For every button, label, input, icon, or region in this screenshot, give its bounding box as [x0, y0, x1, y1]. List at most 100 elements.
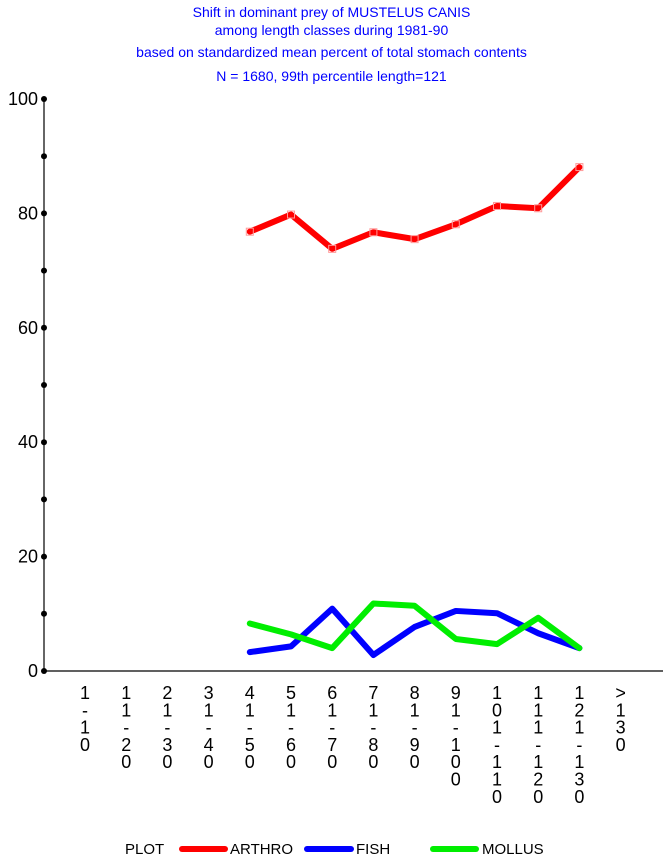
- chart-axes: [43, 99, 663, 672]
- x-tick-char: 0: [245, 752, 255, 772]
- series-line-fish: [246, 605, 583, 658]
- legend-label-fish: FISH: [356, 841, 390, 858]
- chart-title-line-3: based on standardized mean percent of to…: [136, 44, 527, 60]
- x-tick-char: 7: [368, 683, 378, 703]
- x-tick-char: 6: [327, 683, 337, 703]
- y-tick-mark: [41, 610, 47, 617]
- y-tick-label: 0: [28, 661, 38, 681]
- x-tick-char: 1: [121, 700, 131, 720]
- chart-title-line-2: among length classes during 1981-90: [214, 22, 449, 38]
- x-tick-char: 1: [245, 700, 255, 720]
- x-tick-char: -: [82, 700, 88, 720]
- x-tick-char: 5: [286, 683, 296, 703]
- x-tick-char: 2: [162, 683, 172, 703]
- y-tick-mark: [41, 382, 47, 388]
- x-tick-char: -: [329, 718, 335, 738]
- x-tick-char: -: [535, 735, 541, 755]
- x-tick-label: 91-100: [451, 683, 461, 790]
- x-tick-char: 0: [121, 752, 131, 772]
- x-tick-char: 1: [80, 718, 90, 738]
- x-tick-char: 2: [574, 700, 584, 720]
- x-tick-char: 8: [368, 735, 378, 755]
- point-arthro: [575, 163, 584, 172]
- x-tick-char: 0: [410, 752, 420, 772]
- point-arthro: [493, 201, 501, 210]
- x-tick-label: 121-130: [574, 683, 584, 807]
- x-tick-label: 1-10: [80, 683, 90, 755]
- x-tick-char: -: [206, 718, 212, 738]
- x-tick-char: 0: [492, 700, 502, 720]
- series-line-mollus: [246, 600, 583, 652]
- legend-title: PLOT: [125, 841, 164, 858]
- chart-title-line-4: N = 1680, 99th percentile length=121: [216, 68, 447, 84]
- x-tick-char: 1: [492, 683, 502, 703]
- x-tick-char: 4: [204, 735, 214, 755]
- x-tick-char: 6: [286, 735, 296, 755]
- x-tick-char: >: [615, 683, 626, 703]
- y-tick-mark: [41, 439, 47, 446]
- x-tick-char: 1: [286, 700, 296, 720]
- x-tick-char: 1: [80, 683, 90, 703]
- x-tick-char: -: [412, 718, 418, 738]
- x-tick-char: 9: [410, 735, 420, 755]
- x-tick-char: -: [494, 735, 500, 755]
- point-arthro: [245, 227, 254, 236]
- x-tick-char: 3: [616, 718, 626, 738]
- x-tick-char: 0: [204, 752, 214, 772]
- x-tick-char: 0: [327, 752, 337, 772]
- x-tick-char: 9: [451, 683, 461, 703]
- y-tick-mark: [41, 324, 47, 331]
- x-tick-label: 101-110: [492, 683, 502, 807]
- y-tick-mark: [41, 553, 47, 560]
- x-tick-char: 1: [162, 700, 172, 720]
- point-arthro: [287, 210, 295, 219]
- point-arthro: [410, 235, 419, 244]
- y-tick-mark: [41, 267, 47, 274]
- chart-legend: PLOT ARTHRO FISH MOLLUS: [125, 841, 544, 858]
- x-tick-char: 3: [574, 770, 584, 790]
- x-tick-char: 0: [574, 787, 584, 807]
- y-tick-label: 60: [18, 318, 38, 338]
- x-tick-char: 1: [574, 683, 584, 703]
- x-tick-char: 1: [533, 752, 543, 772]
- x-tick-char: 1: [368, 700, 378, 720]
- y-tick-label: 40: [18, 432, 38, 452]
- x-tick-char: 1: [327, 700, 337, 720]
- x-tick-char: -: [453, 718, 459, 738]
- x-tick-char: 0: [286, 752, 296, 772]
- x-tick-char: 1: [121, 683, 131, 703]
- y-tick-mark: [41, 96, 47, 102]
- x-tick-char: 7: [327, 735, 337, 755]
- x-tick-char: 1: [616, 700, 626, 720]
- y-tick-mark: [41, 668, 47, 674]
- x-tick-char: 1: [204, 700, 214, 720]
- legend-label-arthro: ARTHRO: [230, 841, 293, 858]
- x-tick-label: 71-80: [368, 683, 378, 772]
- x-tick-char: -: [164, 718, 170, 738]
- y-tick-label: 80: [18, 203, 38, 223]
- x-tick-char: 2: [121, 735, 131, 755]
- x-tick-char: 1: [492, 770, 502, 790]
- x-tick-char: -: [247, 718, 253, 738]
- x-axis-ticks: 1-1011-2021-3031-4041-5051-6061-7071-808…: [80, 683, 626, 807]
- x-tick-char: 2: [533, 770, 543, 790]
- y-tick-mark: [41, 496, 47, 503]
- x-tick-char: 5: [245, 735, 255, 755]
- x-tick-char: 1: [533, 700, 543, 720]
- point-arthro: [369, 228, 378, 237]
- x-tick-label: 111-120: [533, 683, 543, 807]
- x-tick-char: -: [370, 718, 376, 738]
- series-lines: [245, 163, 584, 658]
- x-tick-char: 0: [451, 770, 461, 790]
- x-tick-char: 1: [410, 700, 420, 720]
- x-tick-char: 1: [451, 700, 461, 720]
- x-tick-char: 1: [533, 683, 543, 703]
- x-tick-char: 0: [616, 735, 626, 755]
- x-tick-label: 61-70: [327, 683, 337, 772]
- y-tick-label: 100: [8, 89, 38, 109]
- x-tick-char: 3: [162, 735, 172, 755]
- y-axis-ticks: 0 20 40 60 80 100: [8, 89, 47, 681]
- x-tick-char: -: [576, 735, 582, 755]
- x-tick-char: 0: [80, 735, 90, 755]
